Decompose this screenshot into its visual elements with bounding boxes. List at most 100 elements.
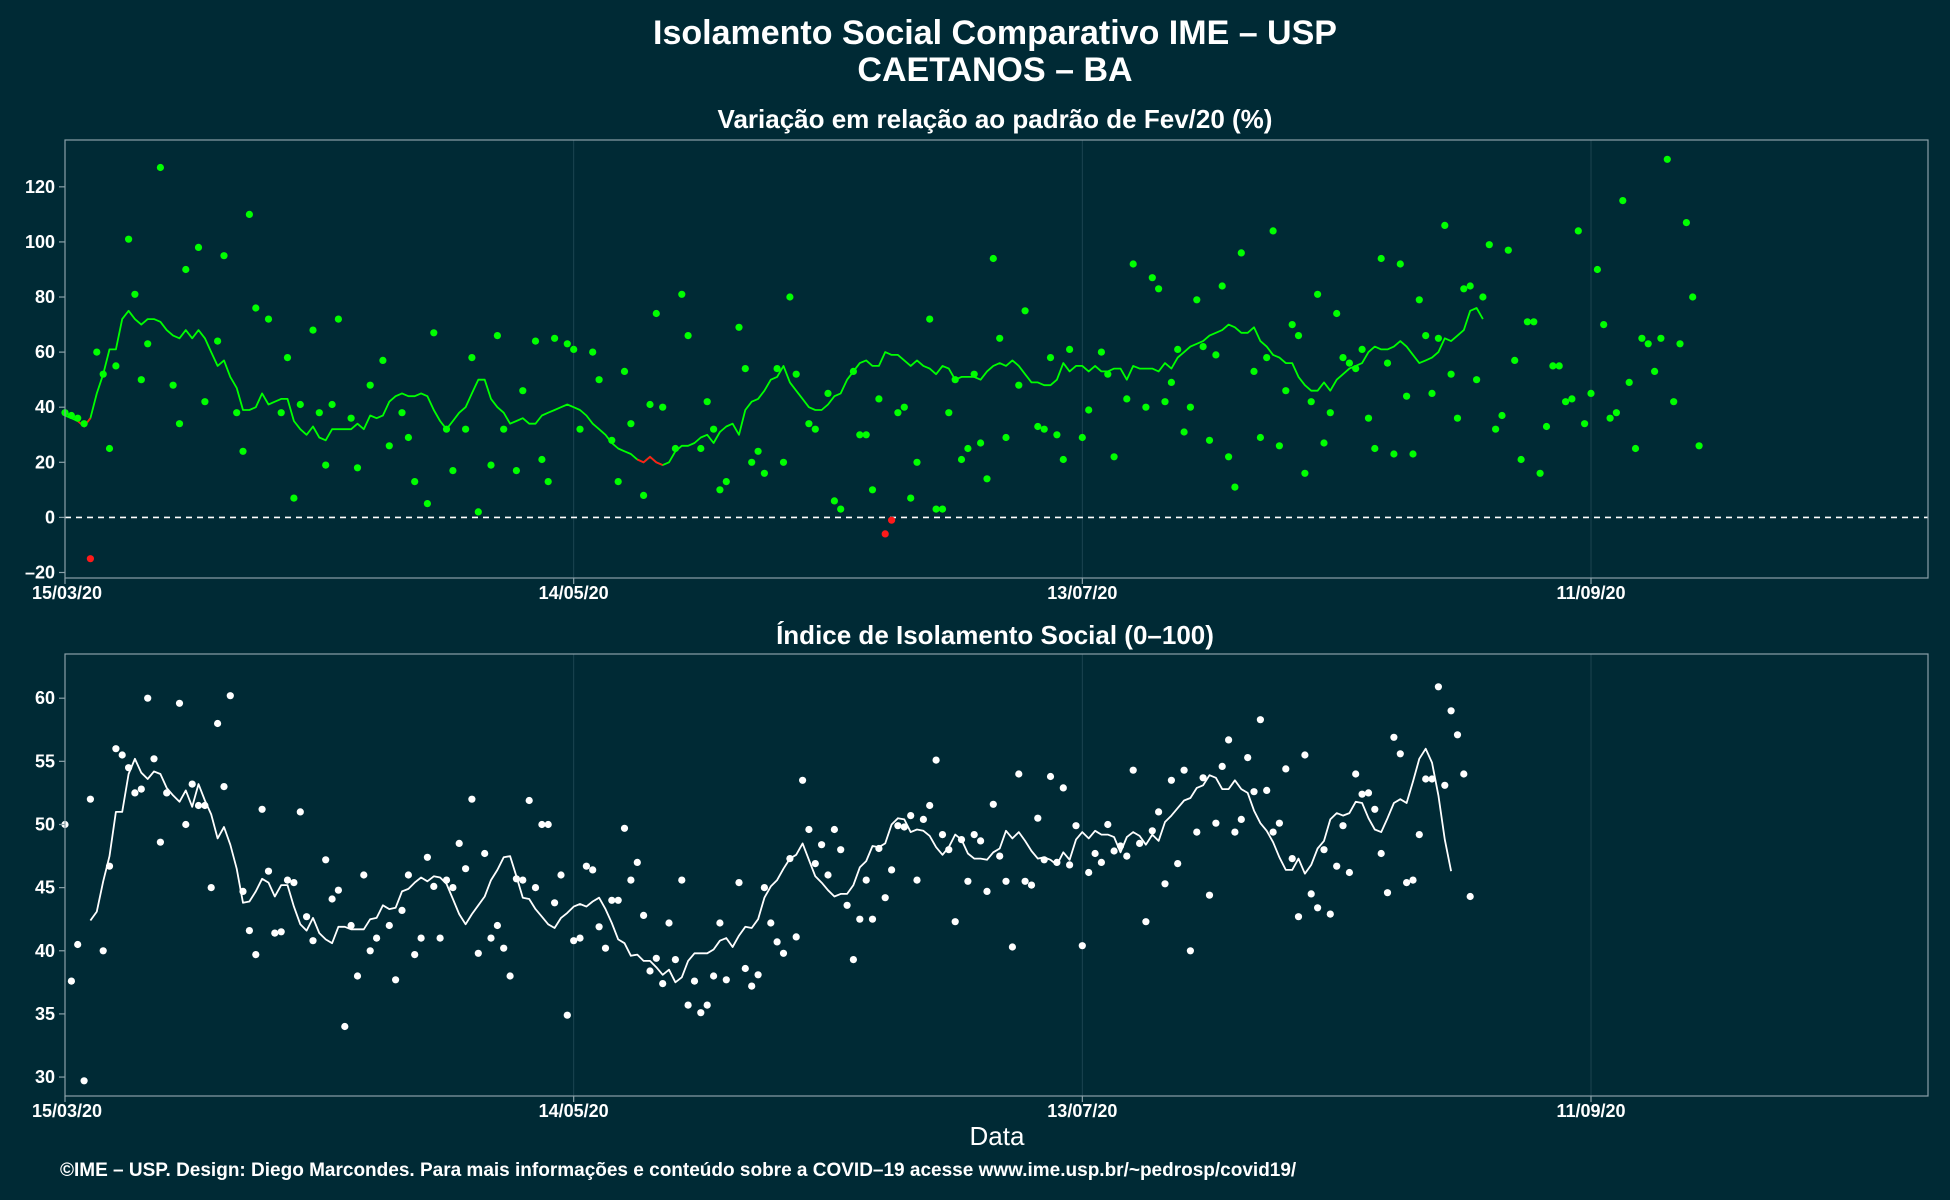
bottom-x-tick-label: 14/05/20	[539, 1101, 609, 1121]
top-data-point	[1364, 414, 1373, 422]
bottom-data-point	[627, 876, 635, 884]
top-data-point	[169, 381, 177, 389]
bottom-data-point	[1333, 862, 1341, 870]
top-data-point	[684, 332, 692, 340]
bottom-data-point	[977, 837, 985, 845]
bottom-data-point	[888, 866, 896, 874]
bottom-data-point	[1237, 815, 1245, 824]
bottom-data-point	[1288, 855, 1296, 863]
bottom-data-point	[843, 901, 851, 909]
top-data-point	[1663, 155, 1671, 163]
bottom-data-point	[849, 956, 858, 964]
top-data-point	[1549, 362, 1557, 370]
bottom-data-point	[1415, 831, 1423, 839]
top-data-point	[334, 315, 342, 323]
top-data-point	[1174, 345, 1182, 353]
bottom-data-point	[1345, 868, 1353, 877]
top-data-point	[531, 337, 540, 345]
top-data-point	[1021, 307, 1029, 315]
top-data-point	[1695, 442, 1703, 450]
bottom-data-point	[1218, 762, 1226, 771]
top-data-point	[589, 348, 597, 356]
top-data-point	[989, 254, 997, 263]
top-data-point	[1352, 365, 1360, 373]
main-title-line2: CAETANOS – BA	[857, 51, 1132, 89]
bottom-data-point	[423, 853, 431, 861]
bottom-data-point	[932, 756, 940, 764]
top-data-point	[1619, 197, 1627, 205]
bottom-y-tick-label: 35	[35, 1004, 55, 1024]
bottom-data-point	[430, 882, 438, 891]
top-data-point	[1383, 359, 1392, 367]
bottom-data-point	[735, 879, 743, 887]
bottom-data-point	[1040, 856, 1048, 864]
bottom-data-point	[792, 933, 800, 941]
top-data-point	[576, 425, 584, 433]
bottom-data-point	[563, 1011, 571, 1019]
top-data-point	[1104, 370, 1112, 378]
bottom-data-point	[1053, 858, 1061, 867]
bottom-data-point	[506, 972, 514, 980]
bottom-data-point	[118, 751, 126, 759]
bottom-data-point	[671, 956, 680, 964]
top-data-point	[881, 530, 889, 538]
bottom-chart-title: Índice de Isolamento Social (0–100)	[776, 620, 1214, 650]
bottom-data-point	[1282, 765, 1290, 773]
bottom-data-point	[652, 954, 660, 962]
bottom-data-point	[404, 871, 412, 879]
top-data-point	[1498, 411, 1506, 420]
top-data-point	[1434, 334, 1442, 342]
bottom-x-tick-label: 11/09/20	[1556, 1101, 1625, 1121]
top-data-point	[1670, 398, 1678, 406]
top-data-point	[640, 491, 648, 499]
top-data-point	[697, 444, 705, 453]
top-data-point	[868, 486, 877, 494]
bottom-data-point	[1466, 892, 1474, 901]
top-data-point	[659, 403, 667, 411]
bottom-data-point	[322, 856, 330, 864]
bottom-y-tick-label: 55	[35, 751, 55, 771]
bottom-data-point	[538, 820, 546, 829]
top-data-point	[1256, 433, 1264, 442]
bottom-x-tick-label: 13/07/20	[1047, 1101, 1117, 1121]
top-data-point	[1651, 367, 1659, 375]
bottom-data-point	[1358, 790, 1366, 798]
top-data-point	[468, 354, 476, 362]
top-data-point	[1282, 387, 1290, 395]
bottom-data-point	[1193, 828, 1201, 836]
bottom-data-point	[182, 820, 190, 829]
top-panel-border	[64, 139, 1929, 579]
top-data-point	[1422, 332, 1430, 340]
bottom-data-point	[1231, 828, 1239, 836]
top-moving-average-line	[64, 307, 1484, 467]
bottom-data-point	[1339, 822, 1347, 830]
bottom-data-point	[1244, 754, 1252, 762]
bottom-data-point	[1110, 847, 1118, 855]
top-data-point	[144, 340, 152, 348]
top-data-point	[1574, 227, 1582, 235]
bottom-chart-panel: 30 35 40 45 50 55 60 15/03/20 14/05/20 13/07/20 11…	[32, 653, 1929, 1121]
bottom-data-point	[1078, 942, 1086, 950]
top-data-point	[760, 469, 769, 477]
top-data-point	[1409, 450, 1417, 458]
top-data-point	[792, 370, 800, 378]
bottom-data-point	[1021, 877, 1029, 885]
top-data-point	[1320, 439, 1328, 447]
bottom-data-point	[462, 865, 470, 873]
bottom-x-tick-label: 15/03/20	[32, 1101, 102, 1121]
bottom-data-point	[989, 800, 997, 808]
bottom-data-point	[1441, 781, 1449, 789]
top-data-point	[538, 455, 546, 464]
top-data-point	[1453, 414, 1462, 422]
bottom-data-point	[519, 876, 527, 884]
top-data-point	[1403, 392, 1411, 400]
top-data-point	[519, 387, 527, 395]
bottom-data-point	[277, 928, 285, 936]
bottom-data-point	[1161, 880, 1169, 888]
top-data-point	[875, 395, 883, 403]
top-data-point	[105, 444, 114, 453]
top-y-tick-label: –20	[25, 562, 55, 582]
top-data-point	[93, 348, 101, 356]
top-data-point	[1263, 354, 1271, 362]
top-data-point	[1155, 285, 1163, 293]
